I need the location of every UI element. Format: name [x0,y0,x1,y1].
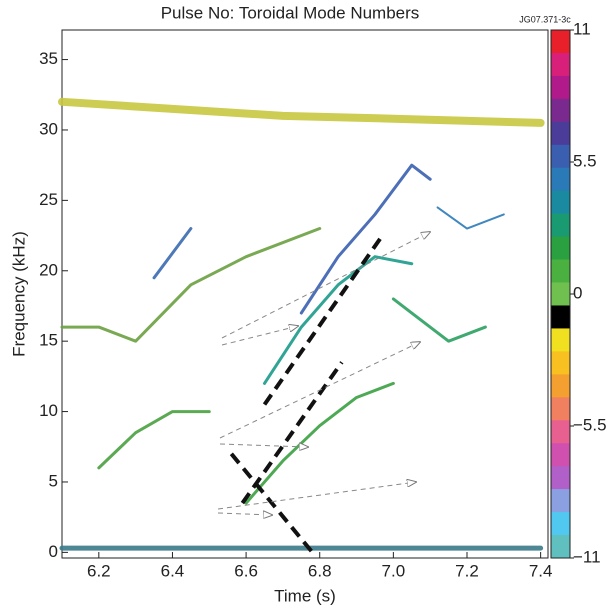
figure-id: JG07.371-3c [519,14,571,24]
x-tick-label: 6.8 [308,561,332,580]
y-tick-label: 25 [39,190,58,209]
colorbar-swatch [551,121,570,146]
x-tick-label: 7.2 [455,561,479,580]
y-tick-label: 20 [39,260,58,279]
colorbar-swatch [551,374,570,398]
colorbar-swatch [551,190,570,215]
colorbar-swatch [551,466,570,490]
mode-trace [58,97,545,127]
mode-trace [152,227,193,280]
colorbar-swatch [551,489,570,513]
x-axis-label: Time (s) [274,586,336,605]
colorbar-swatch [551,282,570,306]
colorbar-swatch [551,213,570,238]
x-tick-label: 7.0 [382,561,406,580]
colorbar-swatch [551,305,570,329]
x-tick-label: 7.4 [529,561,553,580]
y-tick-label: 5 [49,471,58,490]
x-tick-label: 6.6 [234,561,258,580]
arrow [219,342,420,439]
colorbar-swatch [551,144,570,169]
colorbar-tick-label: 0 [573,283,582,302]
arrow [217,482,416,510]
colorbar-tick-label: 11 [573,19,591,38]
guide-line [229,452,314,554]
colorbar-swatch [551,420,570,444]
x-tick-label: 6.2 [87,561,111,580]
mode-trace [263,255,414,385]
colorbar-swatch [551,75,570,100]
colorbar-tick-label: −11 [573,547,601,566]
arrow [219,444,308,447]
arrows [217,232,430,515]
mode-trace [436,206,505,230]
colorbar-swatch [551,52,570,77]
colorbar-swatch [551,443,570,467]
guide-line [262,234,384,406]
y-tick-label: 35 [39,49,58,68]
colorbar-swatch [551,259,570,284]
arrow [217,513,272,515]
y-tick-label: 15 [39,331,58,350]
colorbar-swatch [551,167,570,192]
colorbar-swatch [551,512,570,536]
x-tick-label: 6.4 [161,561,185,580]
mode-trace [97,410,211,470]
plot-area [58,97,545,554]
mode-trace [299,163,432,315]
mode-trace [244,381,395,505]
mode-trace [391,297,487,343]
y-tick-label: 0 [49,542,58,561]
y-tick-label: 30 [39,119,58,138]
colorbar-swatch [551,30,570,54]
mode-trace [60,227,322,343]
colorbar-tick-label: −5.5 [573,415,607,434]
chart-title: Pulse No: Toroidal Mode Numbers [161,3,420,22]
colorbar-swatch [551,535,570,559]
y-tick-label: 10 [39,401,58,420]
colorbar-swatch [551,98,570,123]
colorbar-swatch [551,236,570,261]
colorbar-tick-label: 5.5 [573,151,597,170]
guide-line [240,361,344,505]
arrow [221,232,430,339]
colorbar-swatch [551,328,570,352]
arrow [221,326,298,346]
colorbar-swatch [551,397,570,421]
colorbar-swatch [551,351,570,375]
y-axis-label: Frequency (kHz) [9,231,28,357]
